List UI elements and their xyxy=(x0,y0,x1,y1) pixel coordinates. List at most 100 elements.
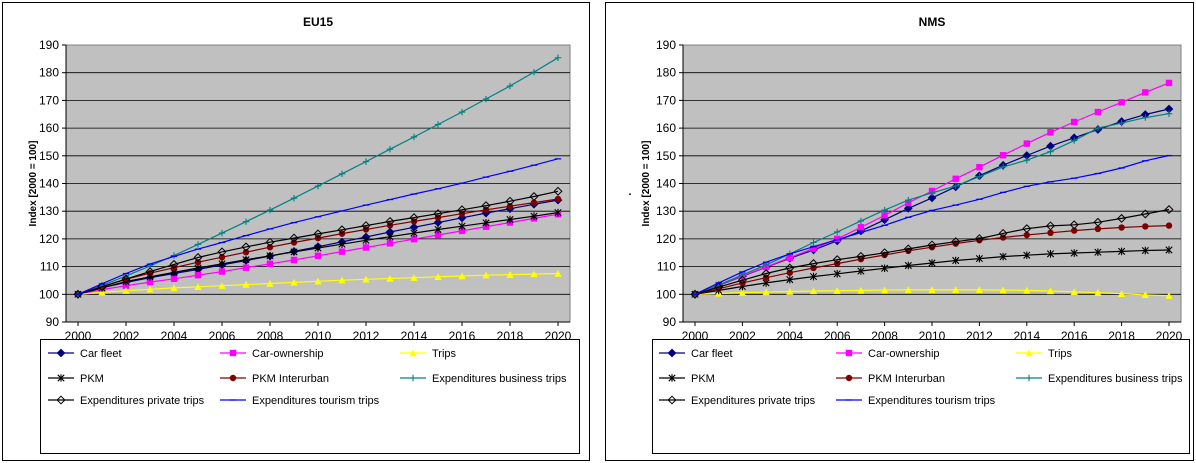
eu15-legend-marker xyxy=(409,349,417,357)
nms-legend-marker xyxy=(1025,374,1033,382)
nms-data-point xyxy=(785,263,795,273)
nms-legend-item: Expenditures private trips xyxy=(659,395,816,407)
nms-data-point xyxy=(1071,118,1078,126)
eu15-data-point xyxy=(434,231,442,239)
nms-data-point xyxy=(1142,89,1149,96)
eu15-data-point xyxy=(434,225,442,234)
nms-data-point xyxy=(809,287,818,295)
eu15-data-point xyxy=(410,274,418,281)
nms-data-point xyxy=(975,286,983,294)
nms-data-point xyxy=(1165,79,1173,87)
eu15-y-tick-label: 100 xyxy=(39,287,59,301)
eu15-data-point xyxy=(457,205,467,215)
nms-data-point xyxy=(1165,222,1173,229)
nms-data-point xyxy=(834,235,841,243)
nms-data-point xyxy=(904,286,912,294)
eu15-data-point xyxy=(218,253,226,261)
eu15-data-point xyxy=(529,192,539,202)
eu15-data-point xyxy=(146,278,154,286)
eu15-y-tick-label: 160 xyxy=(39,121,59,135)
eu15-data-point xyxy=(266,251,274,260)
nms-data-point xyxy=(1047,229,1054,237)
nms-legend-item: Expenditures tourism trips xyxy=(836,395,996,407)
nms-data-point xyxy=(1141,291,1149,299)
nms-data-point xyxy=(998,228,1008,238)
eu15-data-point xyxy=(241,242,251,252)
nms-data-point xyxy=(1094,289,1102,296)
eu15-data-point xyxy=(433,209,443,219)
eu15-data-point xyxy=(338,276,346,284)
nms-y-tick-label: 120 xyxy=(656,232,676,246)
eu15-data-point xyxy=(145,267,155,277)
eu15-data-point xyxy=(482,271,490,279)
eu15-data-point xyxy=(362,244,370,251)
nms-data-point xyxy=(1070,288,1078,296)
nms-data-point xyxy=(928,286,936,294)
nms-data-point xyxy=(880,248,890,258)
nms-data-point xyxy=(1047,148,1054,155)
eu15-legend-label: Trips xyxy=(432,348,457,360)
nms-data-point xyxy=(1118,224,1125,231)
nms-data-point xyxy=(808,259,819,269)
nms-data-point xyxy=(951,237,961,247)
eu15-data-point xyxy=(218,268,226,275)
nms-data-point xyxy=(1117,213,1127,223)
eu15-data-point xyxy=(362,158,370,165)
eu15-data-point xyxy=(506,215,514,224)
eu15-legend-item: Trips xyxy=(400,348,457,360)
nms-data-point xyxy=(903,204,913,213)
nms-data-point xyxy=(1094,248,1102,256)
eu15-data-point xyxy=(530,68,538,76)
nms-data-point xyxy=(928,259,936,267)
eu15-y-tick-label: 190 xyxy=(39,38,59,52)
nms-data-point xyxy=(1165,292,1173,299)
nms-series-expenditures-tourism-trips xyxy=(691,154,1173,295)
nms-data-point xyxy=(927,240,937,250)
eu15-data-point xyxy=(482,219,490,227)
eu15-chart-title: EU15 xyxy=(303,15,333,29)
nms-y-tick-label: 90 xyxy=(663,315,677,329)
eu15-data-point xyxy=(554,54,562,61)
eu15-legend-label: Expenditures business trips xyxy=(432,373,567,385)
eu15-data-point xyxy=(482,223,490,230)
nms-data-point xyxy=(1023,231,1030,239)
eu15-data-point xyxy=(170,284,178,292)
eu15-data-point xyxy=(530,270,538,278)
eu15-data-point xyxy=(290,194,298,202)
nms-data-point xyxy=(976,173,983,180)
eu15-data-point xyxy=(554,208,562,217)
nms-data-point xyxy=(881,206,888,214)
eu15-data-point xyxy=(289,233,299,243)
eu15-data-point xyxy=(506,271,514,278)
eu15-data-point xyxy=(554,195,562,203)
eu15-data-point xyxy=(266,279,274,287)
eu15-data-point xyxy=(482,95,490,103)
eu15-data-point xyxy=(98,288,106,296)
nms-data-point xyxy=(833,287,841,294)
nms-data-point xyxy=(857,286,865,294)
nms-data-point xyxy=(786,275,794,284)
eu15-data-point xyxy=(218,282,226,289)
eu15-data-point xyxy=(194,283,202,291)
eu15-legend-label: Expenditures tourism trips xyxy=(252,395,380,407)
eu15-data-point xyxy=(314,277,322,285)
nms-series-pkm xyxy=(691,246,1173,299)
nms-legend-marker xyxy=(667,348,677,358)
nms-y-tick-label: 180 xyxy=(656,66,676,80)
nms-data-point xyxy=(810,245,817,252)
nms-legend-item: Trips xyxy=(1016,348,1073,360)
eu15-data-point xyxy=(554,269,562,277)
nms-data-point xyxy=(881,212,888,219)
eu15-data-point xyxy=(290,248,298,256)
nms-legend-label: Expenditures business trips xyxy=(1048,373,1183,385)
eu15-data-point xyxy=(194,258,202,266)
eu15-data-point xyxy=(410,133,418,141)
eu15-data-point xyxy=(193,252,203,262)
eu15-data-point xyxy=(290,278,298,286)
eu15-data-point xyxy=(481,201,491,211)
nms-data-point xyxy=(1069,220,1079,230)
eu15-data-point xyxy=(217,247,227,257)
nms-legend-label: Car-ownership xyxy=(868,348,940,360)
nms-chart-title: NMS xyxy=(919,15,946,29)
